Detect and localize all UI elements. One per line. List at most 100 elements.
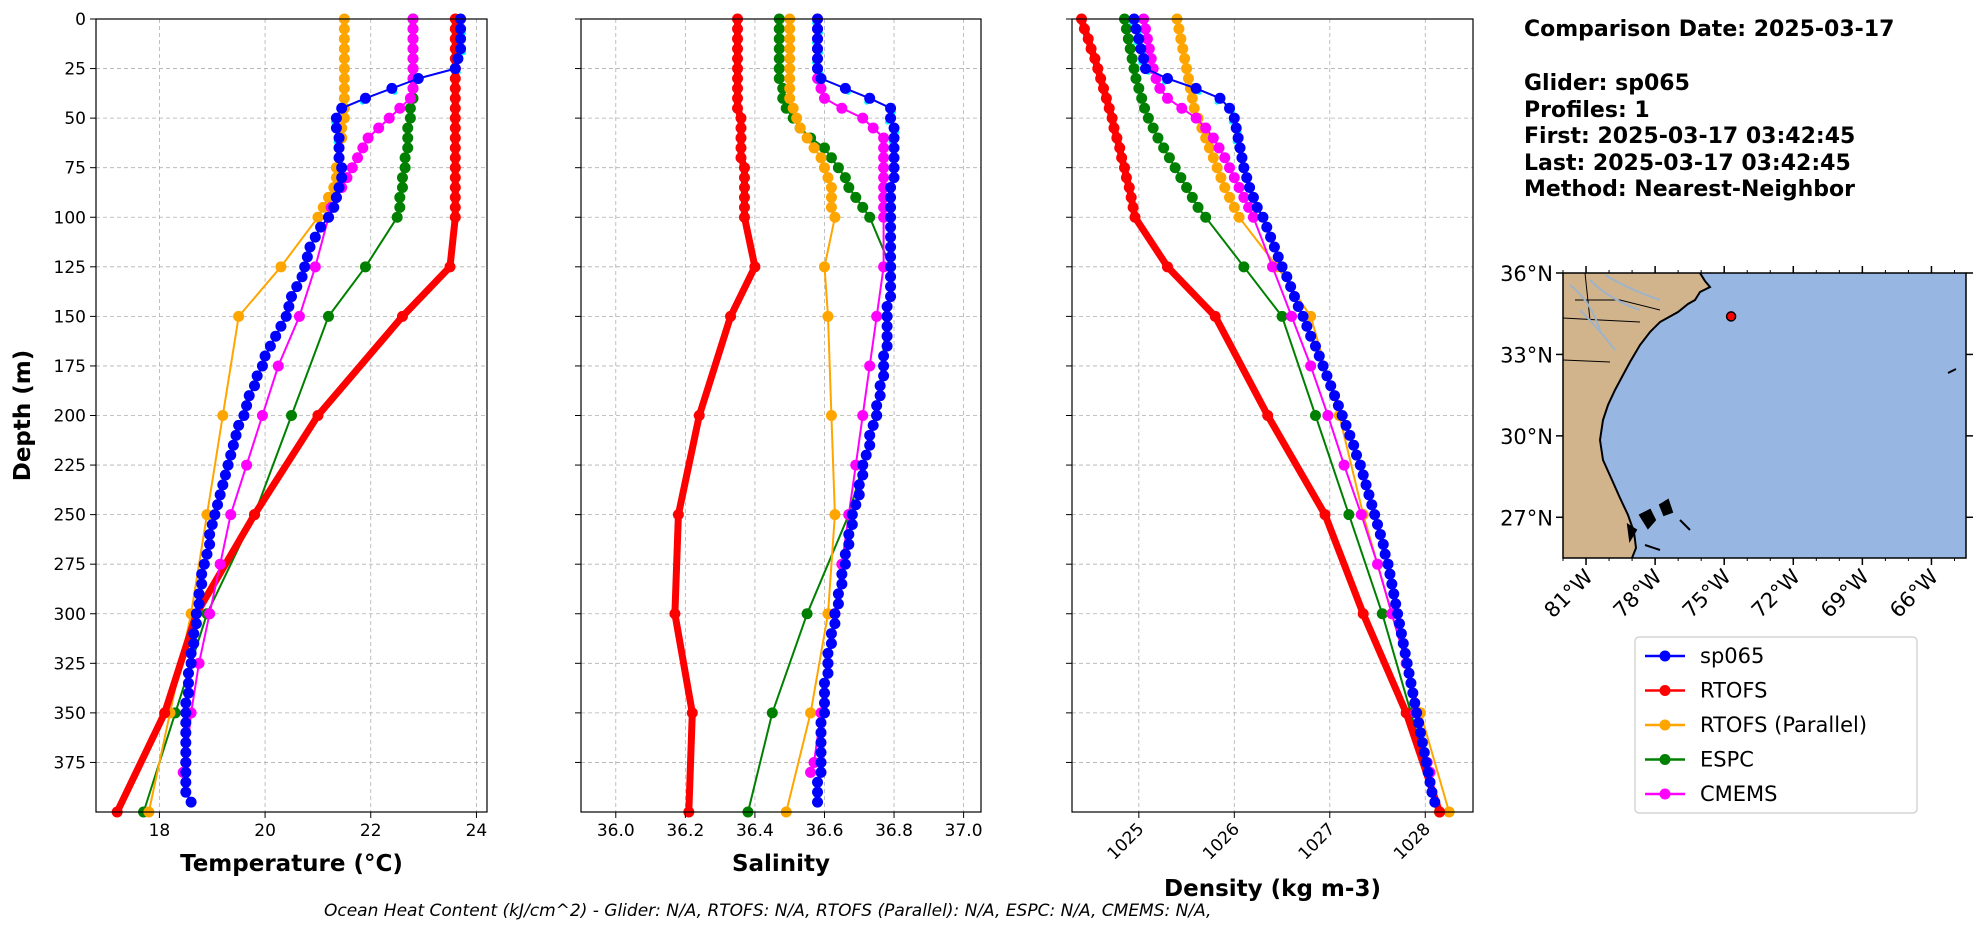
data-point	[669, 608, 681, 620]
data-point	[449, 122, 461, 134]
data-point	[391, 211, 403, 223]
data-point	[1188, 102, 1200, 114]
data-point	[449, 112, 461, 124]
data-point	[1200, 211, 1212, 223]
data-point	[249, 380, 261, 392]
data-point	[1372, 519, 1384, 531]
data-point	[864, 92, 876, 104]
data-point	[735, 152, 747, 164]
data-point	[402, 122, 414, 134]
data-point	[241, 459, 253, 471]
data-point	[1376, 608, 1388, 620]
data-point	[373, 122, 385, 134]
data-point	[256, 360, 268, 372]
data-point	[822, 172, 834, 184]
data-point	[352, 152, 364, 164]
data-point	[749, 261, 761, 273]
data-point	[815, 717, 827, 729]
data-point	[1133, 82, 1145, 94]
data-point	[787, 102, 799, 114]
data-point	[1123, 182, 1135, 194]
data-point	[336, 162, 348, 174]
data-point	[839, 558, 851, 570]
data-point	[1363, 489, 1375, 501]
y-tick-label: 225	[54, 456, 86, 476]
data-point	[204, 608, 216, 620]
data-point	[784, 53, 796, 65]
data-point	[1340, 419, 1352, 431]
data-point	[330, 112, 342, 124]
data-point	[1251, 201, 1263, 213]
data-point	[1288, 291, 1300, 303]
y-tick-label: 300	[54, 605, 86, 625]
data-point	[808, 142, 820, 154]
data-point	[1332, 400, 1344, 412]
data-point	[449, 72, 461, 84]
data-point	[1297, 310, 1309, 322]
data-point	[296, 271, 308, 283]
data-point	[1399, 647, 1411, 659]
data-point	[1400, 707, 1412, 719]
map-land	[1563, 273, 1710, 558]
data-point	[1401, 657, 1413, 669]
data-point	[1190, 82, 1202, 94]
map-lat-label: 30°N	[1500, 425, 1553, 449]
data-point	[1393, 618, 1405, 630]
data-point	[182, 667, 194, 679]
data-point	[784, 82, 796, 94]
data-point	[818, 687, 830, 699]
data-point	[1177, 43, 1189, 55]
data-point	[1272, 251, 1284, 263]
data-point	[399, 152, 411, 164]
legend-label: sp065	[1700, 644, 1764, 668]
data-point	[1354, 459, 1366, 471]
data-point	[1429, 796, 1441, 808]
glider-position-marker	[1725, 311, 1737, 322]
data-point	[738, 162, 750, 174]
data-point	[333, 132, 345, 144]
data-point	[1143, 43, 1155, 55]
data-point	[1424, 776, 1436, 788]
data-point	[832, 598, 844, 610]
data-point	[214, 558, 226, 570]
data-point	[330, 122, 342, 134]
data-point	[1190, 112, 1202, 124]
data-point	[815, 737, 827, 749]
data-point	[1228, 172, 1240, 184]
data-point	[1209, 310, 1221, 322]
data-point	[860, 449, 872, 461]
data-point	[193, 598, 205, 610]
data-point	[836, 102, 848, 114]
data-point	[328, 201, 340, 213]
data-point	[815, 756, 827, 768]
profile-count: Profiles: 1	[1524, 98, 1650, 123]
salinity-panel: 36.0 36.2 36.4 36.6 36.8 37.0 Salinity	[575, 13, 983, 877]
data-point	[1186, 191, 1198, 203]
y-tick-label: 0	[75, 10, 86, 30]
data-point	[1150, 72, 1162, 84]
data-point	[864, 439, 876, 451]
data-point	[1395, 628, 1407, 640]
salinity-xlabel: Salinity	[732, 851, 830, 877]
data-point	[1344, 429, 1356, 441]
data-point	[280, 310, 292, 322]
data-point	[784, 72, 796, 84]
data-point	[1152, 132, 1164, 144]
data-point	[196, 578, 208, 590]
data-point	[1355, 509, 1367, 521]
data-point	[275, 320, 287, 332]
data-point	[1139, 102, 1151, 114]
data-point	[399, 162, 411, 174]
data-point	[404, 112, 416, 124]
data-point	[829, 618, 841, 630]
data-point	[885, 221, 897, 233]
map-state-borders	[1563, 273, 1661, 363]
legend-marker	[1659, 788, 1671, 800]
first-time: First: 2025-03-17 03:42:45	[1524, 124, 1855, 149]
x-tick-label: 36.8	[875, 821, 913, 841]
data-point	[773, 72, 785, 84]
data-point	[1207, 132, 1219, 144]
data-point	[286, 291, 297, 303]
data-point	[449, 82, 461, 94]
